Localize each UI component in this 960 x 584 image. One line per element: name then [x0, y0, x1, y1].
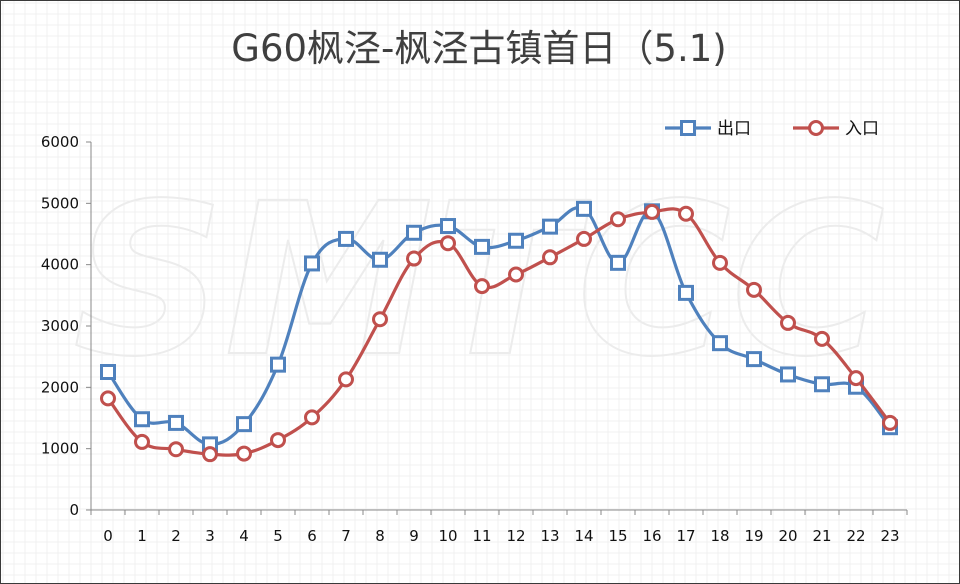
series-1-point	[440, 218, 456, 235]
x-tick-label: 21	[812, 527, 831, 545]
series-2-point	[814, 330, 830, 347]
series-2-point	[712, 254, 728, 271]
series-1-point	[508, 232, 524, 249]
legend-label: 入口	[845, 119, 879, 139]
y-tick-label: 4000	[41, 256, 79, 274]
series-2-point	[848, 370, 864, 387]
x-tick-label: 10	[438, 527, 457, 545]
series-2-point	[882, 414, 898, 431]
series-1-point	[542, 218, 558, 235]
series-1-point	[100, 364, 116, 380]
series-2-point	[304, 409, 320, 426]
y-tick-label: 6000	[41, 133, 79, 151]
series-1-point	[814, 376, 830, 393]
x-tick-label: 17	[676, 527, 695, 545]
series-2-point	[406, 250, 422, 267]
series-1-point	[168, 414, 184, 431]
series-2-point	[440, 235, 456, 252]
x-tick-label: 2	[171, 527, 181, 545]
x-tick-label: 18	[710, 527, 729, 545]
x-tick-label: 3	[205, 527, 215, 545]
series-1-point	[474, 238, 490, 255]
x-tick-label: 0	[103, 527, 113, 545]
x-tick-label: 14	[574, 527, 593, 545]
series-2-point	[508, 266, 524, 283]
chart-title: G60枫泾-枫泾古镇首日（5.1)	[231, 27, 726, 70]
x-tick-label: 7	[341, 527, 351, 545]
series-layer	[100, 200, 898, 463]
legend-swatch-marker	[680, 120, 696, 136]
series-2-point	[644, 203, 660, 220]
x-tick-label: 23	[880, 527, 899, 545]
series-1-point	[678, 284, 694, 301]
x-tick-label: 11	[472, 527, 491, 545]
series-2-point	[202, 446, 218, 463]
series-1-point	[236, 416, 252, 433]
series-2-point	[100, 390, 116, 407]
y-tick-label: 0	[69, 501, 79, 519]
series-1-point	[576, 200, 592, 217]
x-tick-label: 12	[506, 527, 525, 545]
series-1-point	[712, 335, 728, 352]
y-tick-label: 5000	[41, 194, 79, 212]
series-2-point	[134, 433, 150, 450]
x-tick-label: 4	[239, 527, 249, 545]
x-tick-label: 8	[375, 527, 385, 545]
series-2-point	[610, 211, 626, 228]
series-2	[100, 203, 898, 463]
series-2-point	[168, 441, 184, 458]
series-1-point	[746, 351, 762, 368]
x-tick-label: 5	[273, 527, 283, 545]
series-2-point	[338, 371, 354, 388]
series-2-point	[542, 249, 558, 266]
series-2-point	[270, 432, 286, 449]
series-2-point	[780, 314, 796, 331]
series-2-point	[746, 281, 762, 298]
legend-label: 出口	[717, 119, 751, 139]
x-tick-label: 19	[744, 527, 763, 545]
y-tick-label: 3000	[41, 317, 79, 335]
series-1-point	[304, 255, 320, 272]
series-2-point	[678, 205, 694, 222]
series-1-point	[270, 356, 286, 373]
chart-legend: 出口 入口	[665, 119, 879, 139]
x-tick-label: 9	[409, 527, 419, 545]
series-1-point	[780, 366, 796, 383]
y-tick-label: 1000	[41, 440, 79, 458]
series-2-point	[372, 311, 388, 328]
series-1-point	[338, 230, 354, 247]
legend-swatch-marker	[808, 120, 824, 136]
x-tick-label: 13	[540, 527, 559, 545]
series-2-point	[474, 278, 490, 295]
series-1	[100, 200, 898, 453]
x-tick-label: 15	[608, 527, 627, 545]
x-tick-label: 20	[778, 527, 797, 545]
x-tick-label: 6	[307, 527, 317, 545]
series-1-point	[610, 254, 626, 271]
series-1-point	[406, 224, 422, 241]
series-1-point	[372, 251, 388, 268]
series-2-point	[576, 230, 592, 247]
x-tick-label: 22	[846, 527, 865, 545]
series-2-point	[236, 445, 252, 462]
x-tick-label: 1	[137, 527, 147, 545]
series-1-point	[134, 411, 150, 428]
x-tick-label: 16	[642, 527, 661, 545]
y-tick-label: 2000	[41, 378, 79, 396]
